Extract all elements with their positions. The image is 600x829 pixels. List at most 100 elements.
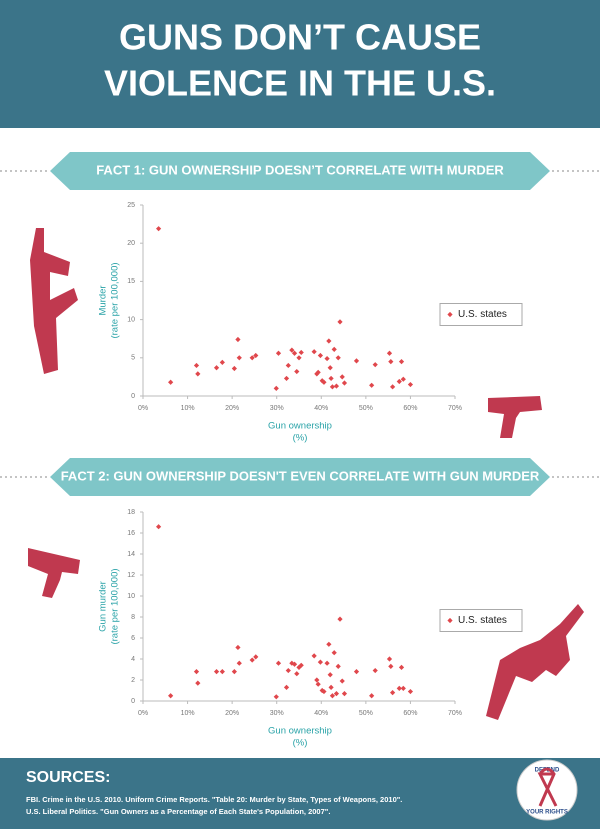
point — [319, 378, 325, 384]
point — [296, 664, 302, 670]
point — [407, 381, 414, 388]
point — [369, 382, 375, 388]
point — [275, 350, 282, 356]
x-tick-label: 70% — [448, 710, 462, 717]
badge-ribbon — [537, 767, 558, 807]
point — [231, 365, 237, 372]
point — [231, 669, 237, 675]
x-tick-label: 30% — [270, 405, 284, 412]
point — [398, 664, 405, 670]
point — [289, 347, 295, 353]
sources-heading: SOURCES: — [26, 769, 110, 786]
point — [168, 379, 174, 385]
point — [291, 350, 298, 356]
point — [369, 693, 375, 699]
point — [193, 362, 200, 369]
title-line: VIOLENCE IN THE U.S. — [104, 63, 496, 104]
point — [321, 688, 327, 695]
point — [315, 681, 321, 687]
point — [398, 359, 405, 365]
point — [327, 672, 333, 678]
x-tick-label: 40% — [314, 405, 328, 412]
legend-marker — [447, 311, 453, 318]
y-tick-label: 6 — [131, 635, 135, 642]
point — [283, 375, 290, 382]
point — [156, 524, 162, 530]
x-tick-label: 50% — [359, 405, 373, 412]
x-axis-label: (%) — [293, 433, 308, 444]
y-tick-label: 4 — [131, 656, 135, 663]
legend-label: U.S. states — [458, 615, 507, 626]
source-line: U.S. Liberal Politics. "Gun Owners as a … — [26, 807, 330, 816]
point — [396, 685, 402, 691]
y-tick-label: 10 — [127, 593, 135, 600]
point — [285, 667, 291, 674]
badge-text: DEFEND — [535, 768, 560, 774]
fact-banner — [50, 458, 550, 496]
source-line: FBI. Crime in the U.S. 2010. Uniform Cri… — [26, 795, 402, 804]
point — [311, 349, 317, 355]
y-axis-label: (rate per 100,000) — [110, 262, 121, 338]
y-tick-label: 15 — [127, 278, 135, 285]
legend-marker — [447, 617, 453, 624]
y-axis-label: Gun murder — [98, 581, 109, 632]
point — [317, 352, 323, 359]
fact-title: FACT 2: GUN OWNERSHIP DOESN'T EVEN CORRE… — [61, 468, 540, 483]
point — [283, 684, 290, 690]
point — [331, 346, 337, 352]
point — [235, 644, 241, 651]
point — [326, 641, 332, 647]
point — [236, 660, 242, 666]
point — [335, 355, 341, 361]
point — [329, 693, 336, 699]
x-tick-label: 60% — [403, 710, 417, 717]
x-tick-label: 0% — [138, 405, 148, 412]
point — [390, 384, 396, 390]
pistol-icon — [488, 396, 542, 438]
pistol-icon — [28, 548, 80, 598]
point — [388, 359, 394, 365]
point — [294, 671, 300, 677]
point — [329, 384, 336, 390]
point — [298, 349, 304, 356]
fact-banner — [50, 152, 550, 190]
y-tick-label: 2 — [131, 677, 135, 684]
rifle-icon — [30, 228, 78, 374]
point — [337, 616, 343, 622]
point — [311, 653, 317, 659]
y-axis-label: (rate per 100,000) — [110, 568, 121, 644]
point — [213, 669, 220, 675]
x-tick-label: 60% — [403, 405, 417, 412]
x-axis-label: Gun ownership — [268, 421, 332, 432]
x-tick-label: 10% — [181, 710, 195, 717]
point — [328, 375, 334, 382]
point — [396, 378, 402, 385]
point — [321, 379, 327, 385]
point — [317, 659, 323, 665]
point — [195, 680, 201, 686]
point — [337, 319, 343, 325]
rifle-icon — [486, 604, 584, 720]
point — [388, 663, 394, 669]
point — [168, 693, 174, 699]
point — [156, 226, 162, 232]
point — [390, 690, 396, 696]
x-tick-label: 70% — [448, 405, 462, 412]
point — [298, 662, 304, 668]
x-tick-label: 20% — [225, 710, 239, 717]
point — [386, 656, 393, 662]
y-tick-label: 8 — [131, 614, 135, 621]
y-tick-label: 5 — [131, 355, 135, 362]
y-tick-label: 18 — [127, 509, 135, 516]
point — [289, 660, 295, 666]
y-tick-label: 16 — [127, 530, 135, 537]
x-tick-label: 50% — [359, 710, 373, 717]
badge-text: YOUR RIGHTS — [526, 810, 568, 816]
fact-title: FACT 1: GUN OWNERSHIP DOESN’T CORRELATE … — [96, 162, 504, 177]
point — [296, 355, 302, 361]
x-tick-label: 40% — [314, 710, 328, 717]
point — [328, 684, 334, 690]
point — [285, 362, 291, 369]
x-tick-label: 10% — [181, 405, 195, 412]
